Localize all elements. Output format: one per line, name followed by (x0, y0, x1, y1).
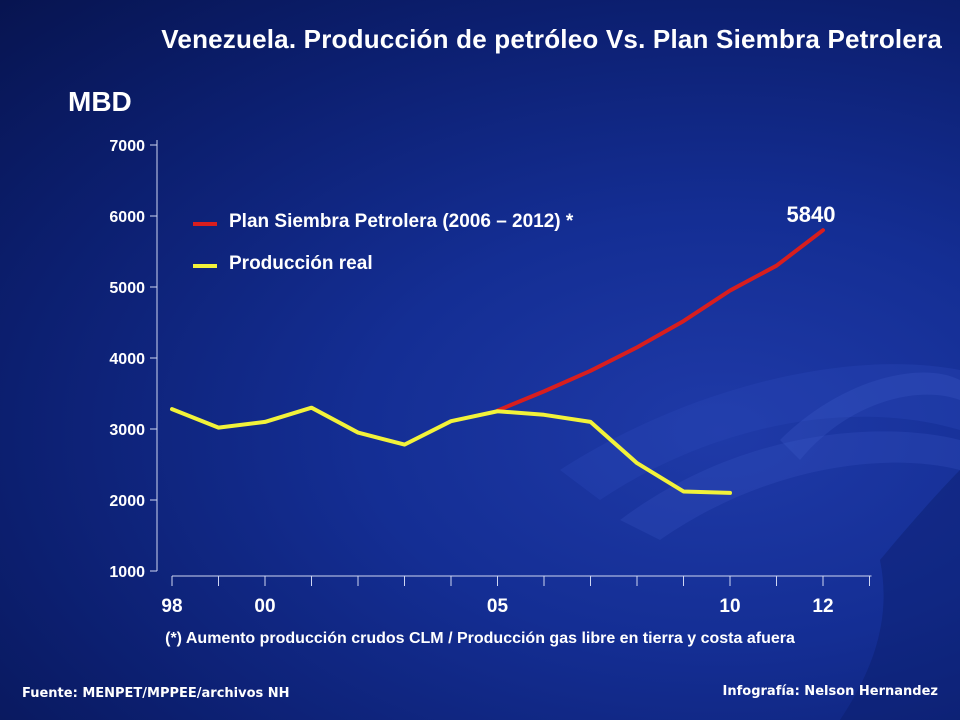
x-tick-label: 98 (161, 596, 182, 617)
credit-text: Infografía: Nelson Hernandez (722, 684, 938, 699)
x-tick-label: 12 (812, 596, 833, 617)
legend-label: Producción real (229, 253, 373, 274)
y-tick-label: 3000 (109, 422, 145, 439)
footnote: (*) Aumento producción crudos CLM / Prod… (165, 630, 795, 647)
y-axis-unit-label: MBD (68, 86, 132, 117)
y-tick-label: 5000 (109, 280, 145, 297)
value-annotation: 5840 (787, 202, 836, 227)
production-series-line (170, 405, 732, 495)
plan-series-line (495, 228, 825, 413)
page-title: Venezuela. Producción de petróleo Vs. Pl… (161, 24, 942, 54)
y-tick-label: 1000 (109, 564, 145, 581)
source-text: Fuente: MENPET/MPPEE/archivos NH (22, 686, 290, 701)
y-tick-label: 7000 (109, 138, 145, 155)
x-tick-label: 00 (254, 596, 275, 617)
legend-label: Plan Siembra Petrolera (2006 – 2012) * (229, 211, 574, 232)
y-tick-label: 4000 (109, 351, 145, 368)
y-tick-label: 6000 (109, 209, 145, 226)
y-tick-label: 2000 (109, 493, 145, 510)
x-tick-label: 05 (487, 596, 509, 617)
x-tick-label: 10 (719, 596, 740, 617)
